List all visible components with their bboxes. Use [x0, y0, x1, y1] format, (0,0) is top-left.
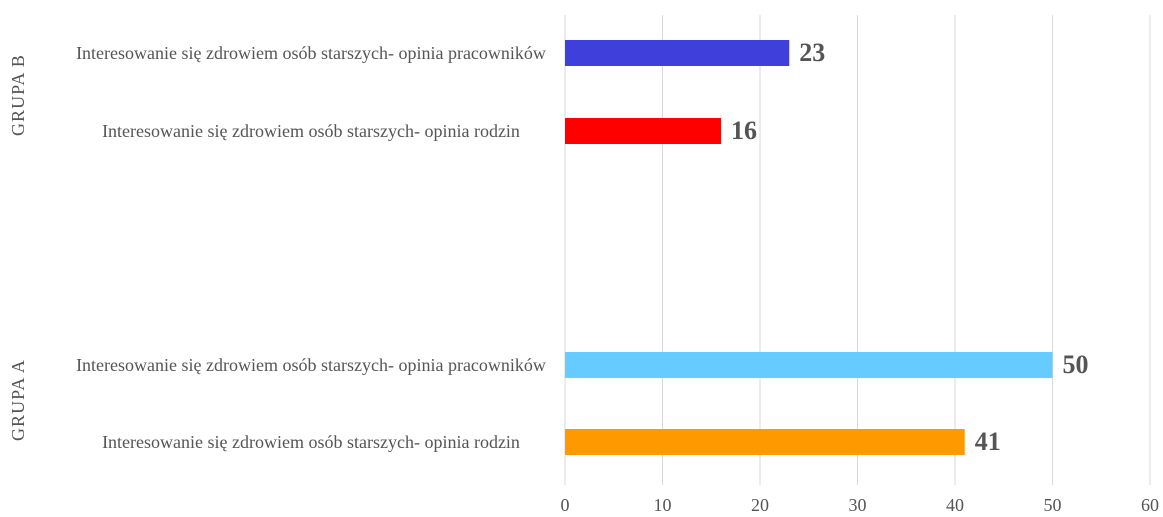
x-tick-label: 20: [751, 495, 769, 515]
data-label: 23: [799, 38, 825, 67]
data-label: 41: [975, 427, 1001, 456]
x-tick-label: 60: [1141, 495, 1159, 515]
bar: [565, 118, 721, 144]
bar: [565, 352, 1053, 378]
category-label: Interesowanie się zdrowiem osób starszyc…: [76, 43, 546, 63]
x-tick-label: 40: [946, 495, 964, 515]
x-tick-label: 50: [1044, 495, 1062, 515]
group-label: GRUPA A: [8, 359, 28, 441]
category-label: Interesowanie się zdrowiem osób starszyc…: [76, 355, 546, 375]
bar: [565, 40, 790, 66]
x-tick-label: 10: [654, 495, 672, 515]
group-label: GRUPA B: [8, 54, 28, 136]
category-label: Interesowanie się zdrowiem osób starszyc…: [102, 432, 520, 452]
x-tick-label: 0: [561, 495, 570, 515]
category-label: Interesowanie się zdrowiem osób starszyc…: [102, 121, 520, 141]
data-label: 50: [1063, 350, 1089, 379]
data-label: 16: [731, 116, 757, 145]
bar: [565, 429, 965, 455]
x-tick-label: 30: [849, 495, 867, 515]
